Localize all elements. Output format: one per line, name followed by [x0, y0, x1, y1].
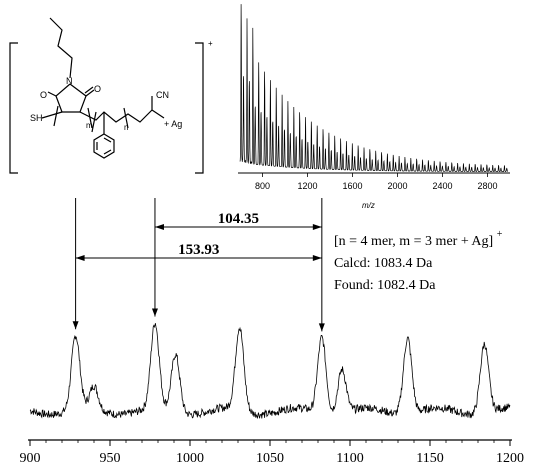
- inset-spectrum: 800 1200 1600 2000 2400 2800 m/z: [238, 4, 510, 210]
- m-repeat-label: m: [86, 121, 93, 130]
- inset-x-axis-label: m/z: [362, 201, 375, 210]
- inset-x-tick-label: 1200: [297, 181, 317, 191]
- main-spectrum: 900 950 1000 1050 1100 1150 1200 104.35 153.93: [20, 198, 524, 466]
- inset-x-tick-label: 2800: [477, 181, 497, 191]
- phenyl-ring: [93, 133, 115, 159]
- distance-label: 153.93: [178, 242, 219, 258]
- annotation-line-1: [n = 4 mer, m = 3 mer + Ag] +: [334, 229, 503, 249]
- main-x-tick-label: 950: [100, 451, 121, 466]
- peak-arrow-head: [318, 323, 325, 332]
- right-bracket: [195, 42, 204, 174]
- annotation-line-1-charge: +: [497, 229, 503, 240]
- ag-label: + Ag: [164, 119, 182, 129]
- distance-arrow-head-right: [312, 255, 322, 261]
- inset-x-tick-label: 2000: [387, 181, 407, 191]
- main-x-tick-label: 1050: [256, 451, 284, 466]
- nitrile-branch: [151, 96, 165, 119]
- o-label-right: O: [94, 84, 101, 94]
- repeat-bracket-m: [53, 105, 93, 129]
- main-x-tick-label: 1200: [496, 451, 524, 466]
- left-bracket: [9, 42, 18, 174]
- butyl-chain: [49, 17, 73, 79]
- main-x-tick-label: 1100: [336, 451, 363, 466]
- o-label-left: O: [40, 90, 47, 100]
- inset-trace: [239, 4, 508, 172]
- sh-label: SH: [30, 113, 43, 123]
- repeat-bracket-n: [91, 107, 129, 133]
- n-atom-label: N: [66, 76, 73, 86]
- annotation-line-3: Found: 1082.4 Da: [334, 278, 436, 293]
- imide-ring: [55, 83, 87, 113]
- annotation-line-1-text: [n = 4 mer, m = 3 mer + Ag]: [334, 234, 493, 249]
- distance-label: 104.35: [218, 211, 259, 227]
- backbone: [41, 109, 153, 123]
- carbonyl-right: [84, 86, 95, 97]
- inset-x-tick-label: 800: [255, 181, 270, 191]
- structure-labels: N O O SH m n CN + Ag +: [30, 39, 213, 132]
- main-x-tick-label: 1000: [176, 451, 204, 466]
- distance-arrow-head-left: [154, 224, 164, 230]
- annotation-line-2: Calcd: 1083.4 Da: [334, 256, 433, 271]
- peak-arrow-head: [151, 308, 158, 317]
- main-trace: [29, 323, 511, 419]
- main-ticks: 900 950 1000 1050 1100 1150 1200: [20, 440, 524, 466]
- distance-arrows: 104.35 153.93: [75, 211, 322, 261]
- inset-x-tick-label: 1600: [342, 181, 362, 191]
- phenyl-inner: [96, 137, 112, 155]
- main-x-tick-label: 900: [20, 451, 41, 466]
- chemical-structure: [9, 17, 204, 174]
- distance-arrow-head-right: [312, 224, 322, 230]
- main-x-tick-label: 1150: [416, 451, 443, 466]
- carbonyl-left: [47, 91, 57, 97]
- inset-x-tick-label: 2400: [432, 181, 452, 191]
- cn-label: CN: [156, 90, 169, 100]
- n-repeat-label: n: [124, 123, 128, 132]
- annotation: [n = 4 mer, m = 3 mer + Ag] + Calcd: 108…: [334, 229, 503, 293]
- charge-label: +: [208, 39, 213, 48]
- peak-arrow-head: [72, 321, 79, 330]
- distance-arrow-head-left: [75, 255, 85, 261]
- inset-ticks: 800 1200 1600 2000 2400 2800: [255, 173, 498, 191]
- peak-arrows: [72, 198, 325, 332]
